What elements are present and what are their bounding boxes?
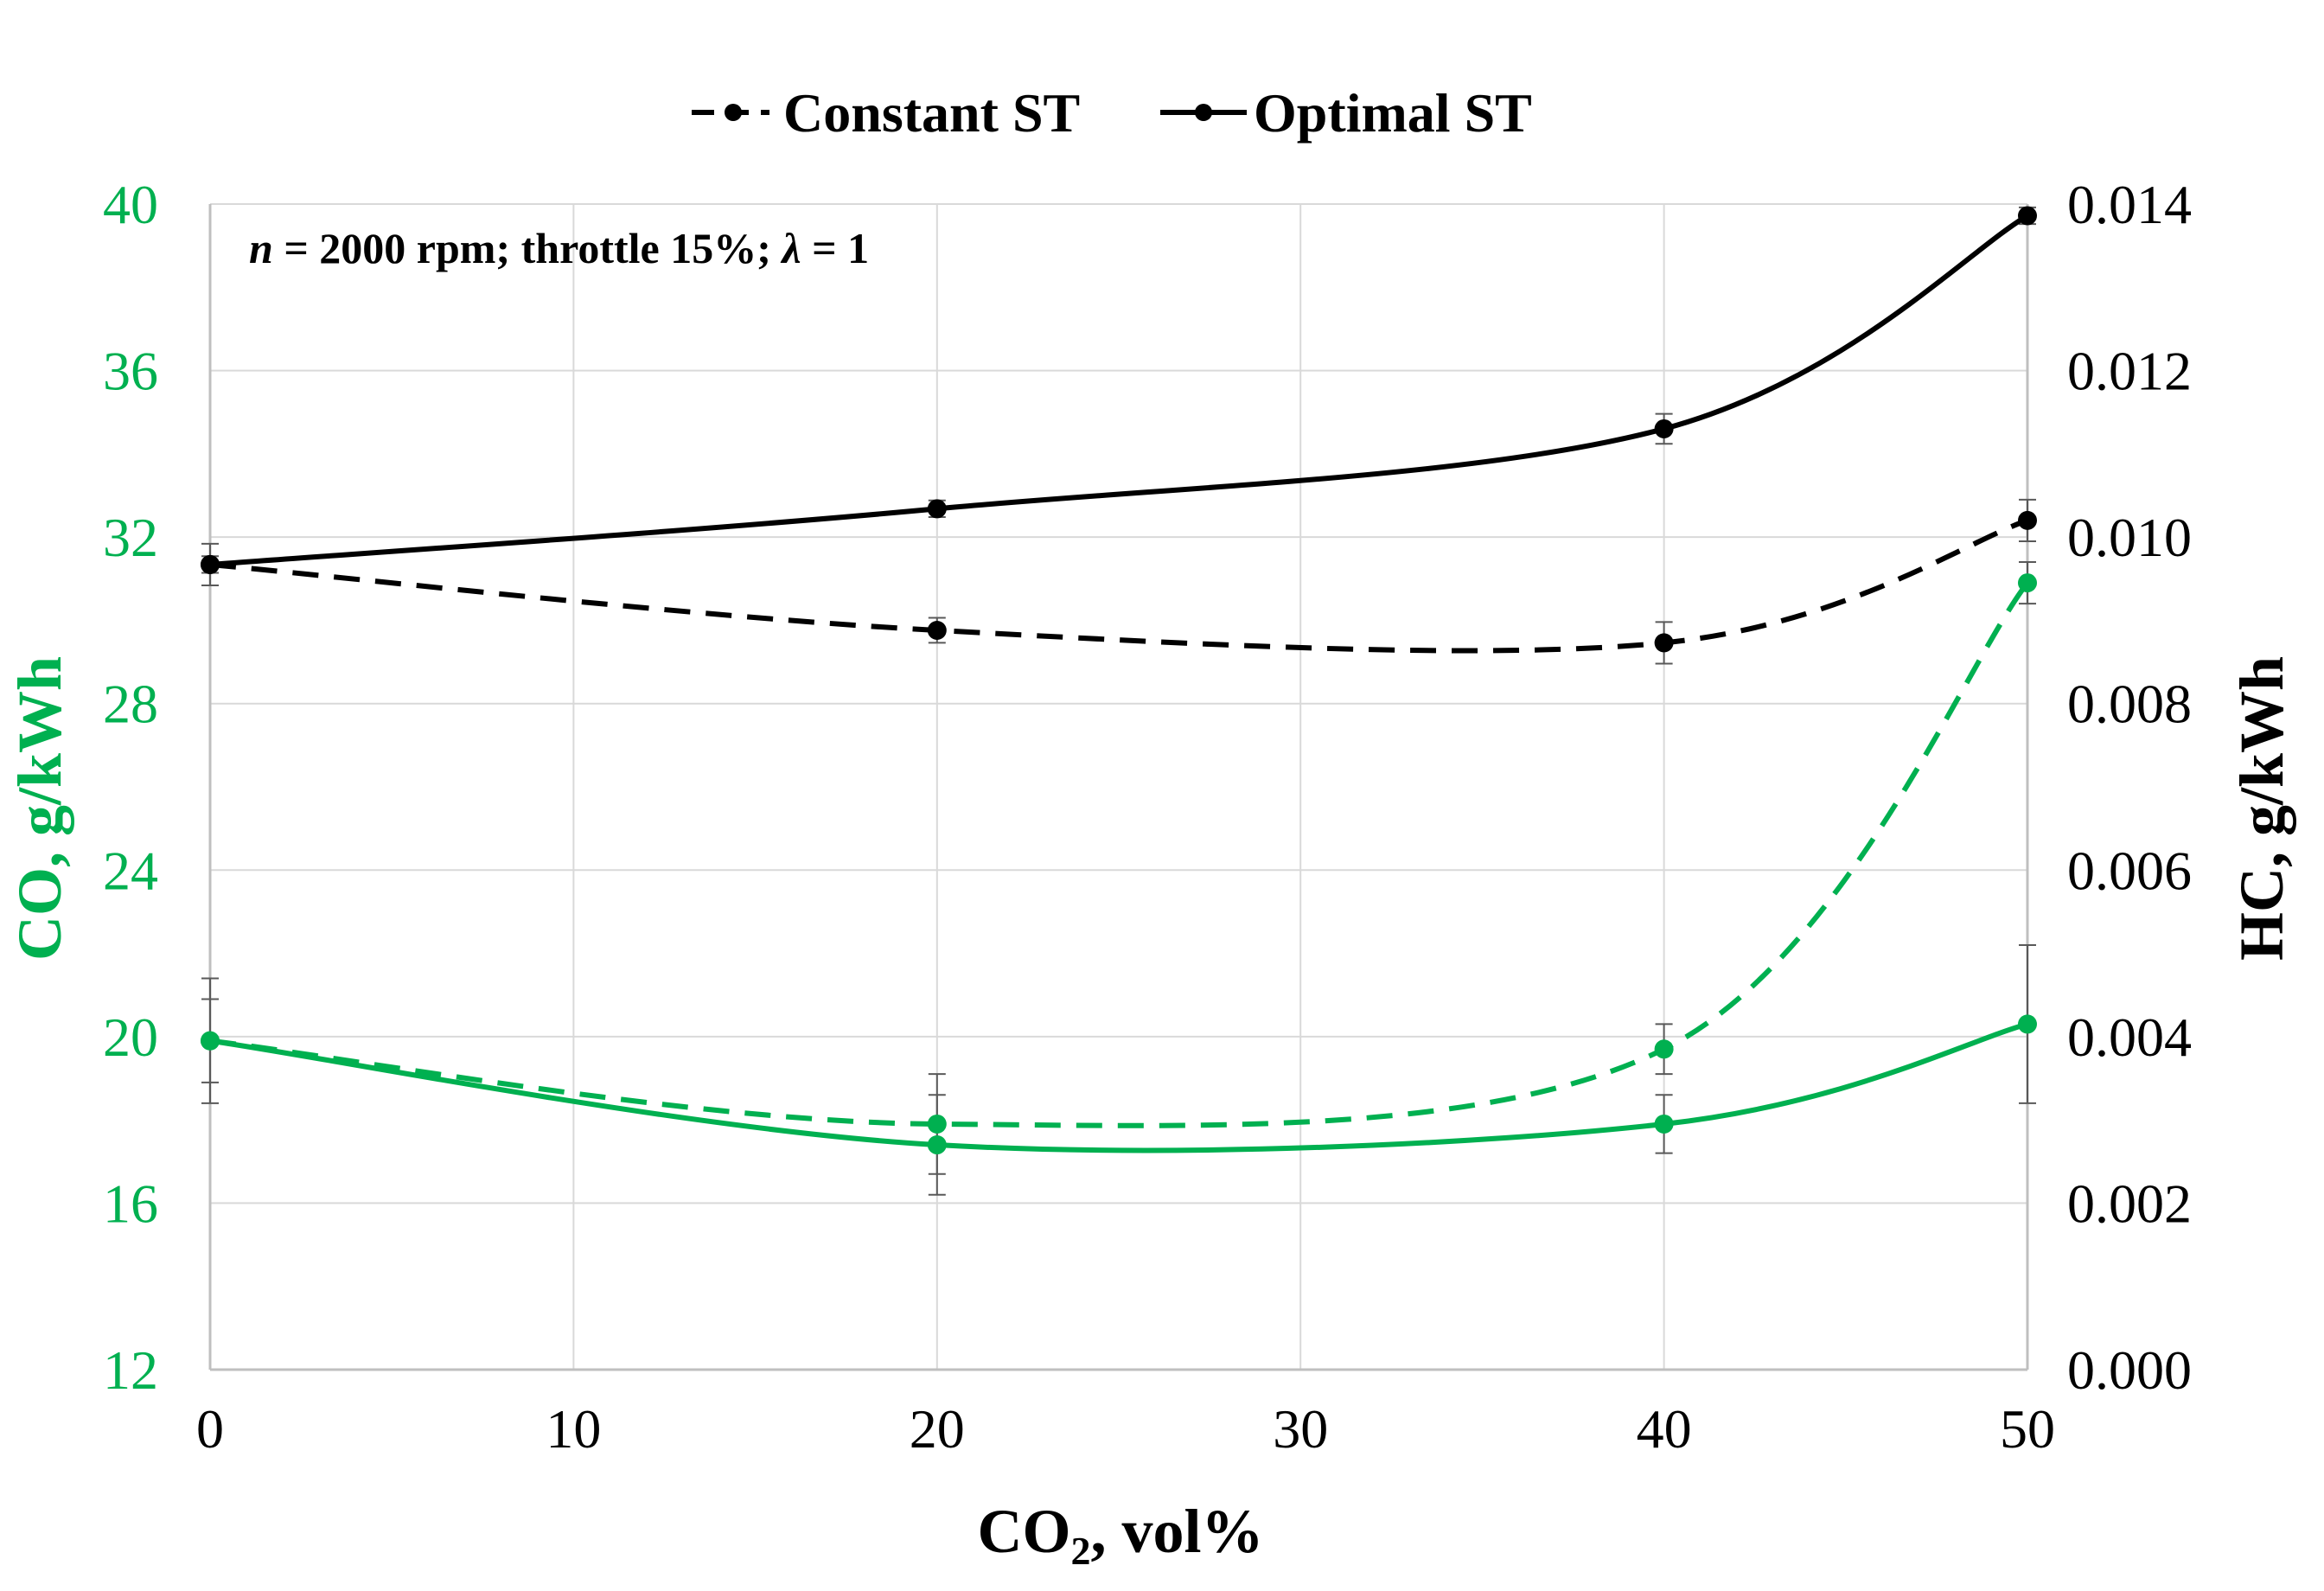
x-tick-label: 0 [196,1398,224,1460]
left-tick-label: 20 [103,1006,158,1068]
x-axis-title-main: CO [977,1497,1070,1566]
data-point-hc-solid [201,554,220,574]
series-line-co-dashed [209,581,2030,1128]
legend-constant-marker [725,104,742,121]
data-point-co-solid [201,1031,220,1051]
left-tick-label: 12 [103,1339,158,1401]
x-axis-ticks: 0 10 20 30 40 50 [196,1398,2055,1460]
x-tick-label: 50 [2000,1398,2055,1460]
right-axis-ticks: 0.000 0.002 0.004 0.006 0.008 0.010 0.012 0.014 [2067,174,2192,1401]
error-bars [201,206,2036,1196]
annotation-var: n [249,224,273,272]
data-points [201,206,2037,1155]
x-tick-label: 40 [1637,1398,1692,1460]
left-axis-ticks: 12 16 20 24 28 32 36 40 [103,174,158,1401]
left-axis-title: CO, g/kWh [5,656,74,961]
annotation-lambda: λ [780,224,801,272]
data-point-hc-solid [927,499,947,519]
legend: Constant ST Optimal ST [692,82,1532,144]
right-axis-title: HC, g/kWh [2227,656,2296,961]
series-lines [209,213,2030,1153]
data-point-hc-solid [1654,419,1674,438]
data-point-co-dashed [1654,1039,1674,1059]
series-line-hc-solid [209,213,2029,567]
right-tick-label: 0.014 [2067,174,2192,235]
data-point-co-solid [2018,1014,2037,1034]
x-tick-label: 10 [546,1398,601,1460]
data-point-hc-solid [2018,206,2037,226]
right-tick-label: 0.004 [2067,1006,2192,1068]
left-tick-label: 32 [103,507,158,568]
right-tick-label: 0.000 [2067,1339,2192,1401]
grid [208,203,2029,1371]
legend-constant-label: Constant ST [783,82,1080,144]
data-point-co-solid [927,1135,947,1155]
x-axis-title-rest: , vol% [1090,1497,1263,1566]
x-axis-title: CO2, vol% [977,1497,1263,1573]
condition-annotation: n = 2000 rpm; throttle 15%; λ = 1 [249,224,869,272]
left-tick-label: 24 [103,840,158,901]
x-axis-title-sub: 2 [1070,1529,1090,1573]
data-point-co-solid [1654,1114,1674,1134]
right-tick-label: 0.012 [2067,341,2192,402]
annotation-text: = 2000 rpm; throttle 15%; [273,224,782,272]
right-tick-label: 0.002 [2067,1172,2192,1234]
x-tick-label: 20 [910,1398,965,1460]
left-tick-label: 36 [103,341,158,402]
right-tick-label: 0.010 [2067,507,2192,568]
data-point-co-dashed [2018,573,2037,593]
left-tick-label: 28 [103,674,158,735]
series-line-hc-dashed [209,518,2028,654]
left-tick-label: 40 [103,174,158,235]
right-tick-label: 0.008 [2067,674,2192,735]
legend-optimal-label: Optimal ST [1254,82,1532,144]
legend-optimal-marker [1195,104,1212,121]
right-tick-label: 0.006 [2067,840,2192,901]
annotation-lambda-text: = 1 [801,224,870,272]
left-tick-label: 16 [103,1172,158,1234]
data-point-hc-dashed [927,620,947,640]
x-tick-label: 30 [1273,1398,1328,1460]
data-point-hc-dashed [1654,633,1674,653]
series-line-co-solid [209,1021,2028,1153]
data-point-co-dashed [927,1114,947,1134]
data-point-hc-dashed [2018,510,2037,530]
